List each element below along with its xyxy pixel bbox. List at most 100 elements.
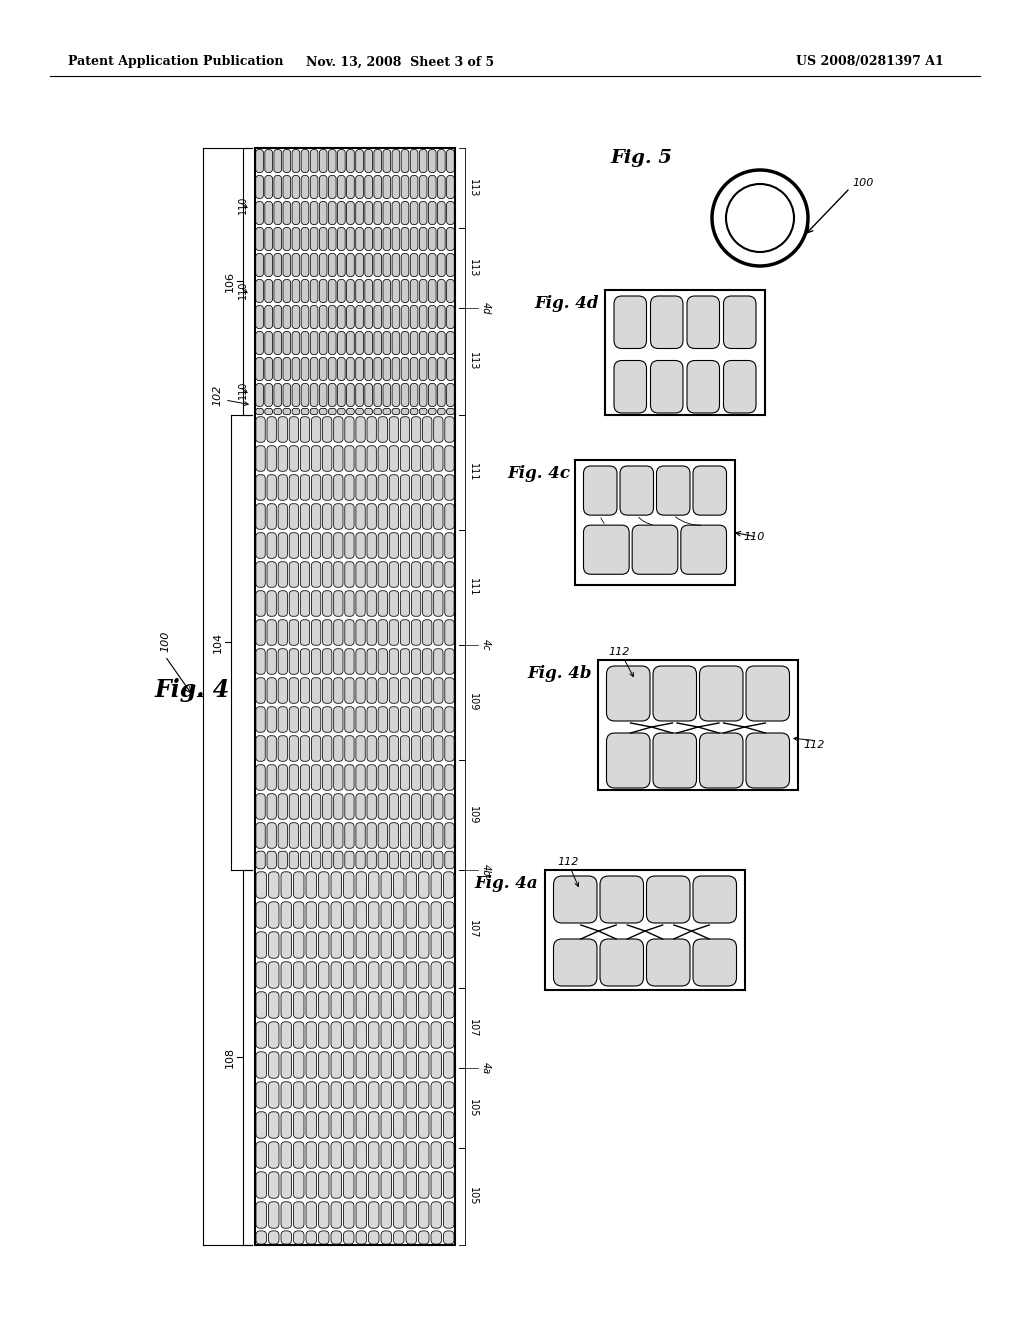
FancyBboxPatch shape (687, 296, 720, 348)
FancyBboxPatch shape (343, 1022, 354, 1048)
FancyBboxPatch shape (365, 149, 373, 173)
FancyBboxPatch shape (365, 253, 373, 276)
Text: 112: 112 (803, 739, 824, 750)
FancyBboxPatch shape (356, 1111, 367, 1138)
FancyBboxPatch shape (393, 962, 404, 989)
FancyBboxPatch shape (444, 591, 454, 616)
FancyBboxPatch shape (411, 280, 418, 302)
FancyBboxPatch shape (383, 227, 390, 251)
FancyBboxPatch shape (265, 227, 272, 251)
FancyBboxPatch shape (434, 417, 443, 442)
FancyBboxPatch shape (378, 822, 387, 849)
FancyBboxPatch shape (268, 902, 279, 928)
FancyBboxPatch shape (256, 1082, 266, 1109)
FancyBboxPatch shape (268, 1111, 279, 1138)
FancyBboxPatch shape (401, 149, 409, 173)
FancyBboxPatch shape (331, 1022, 341, 1048)
FancyBboxPatch shape (283, 384, 291, 407)
FancyBboxPatch shape (356, 591, 366, 616)
FancyBboxPatch shape (420, 280, 427, 302)
Text: 104: 104 (213, 631, 223, 652)
FancyBboxPatch shape (329, 176, 336, 198)
FancyBboxPatch shape (650, 360, 683, 413)
FancyBboxPatch shape (329, 305, 336, 329)
FancyBboxPatch shape (365, 408, 373, 414)
FancyBboxPatch shape (365, 176, 373, 198)
FancyBboxPatch shape (437, 331, 445, 355)
FancyBboxPatch shape (345, 735, 354, 762)
FancyBboxPatch shape (383, 358, 390, 380)
FancyBboxPatch shape (329, 358, 336, 380)
FancyBboxPatch shape (355, 384, 364, 407)
FancyBboxPatch shape (306, 1022, 316, 1048)
FancyBboxPatch shape (389, 533, 398, 558)
FancyBboxPatch shape (393, 1022, 404, 1048)
FancyBboxPatch shape (437, 408, 445, 414)
FancyBboxPatch shape (300, 446, 309, 471)
FancyBboxPatch shape (378, 620, 387, 645)
FancyBboxPatch shape (356, 735, 366, 762)
FancyBboxPatch shape (389, 648, 398, 675)
Text: 107: 107 (468, 920, 478, 939)
FancyBboxPatch shape (446, 202, 455, 224)
FancyBboxPatch shape (318, 1172, 329, 1199)
Text: 112: 112 (557, 857, 579, 867)
FancyBboxPatch shape (428, 305, 436, 329)
FancyBboxPatch shape (318, 1232, 329, 1243)
FancyBboxPatch shape (256, 648, 265, 675)
FancyBboxPatch shape (419, 962, 429, 989)
FancyBboxPatch shape (318, 1022, 329, 1048)
FancyBboxPatch shape (400, 851, 410, 869)
FancyBboxPatch shape (347, 280, 354, 302)
Text: 107: 107 (468, 1019, 478, 1038)
Text: US 2008/0281397 A1: US 2008/0281397 A1 (796, 55, 944, 69)
FancyBboxPatch shape (289, 648, 299, 675)
FancyBboxPatch shape (338, 384, 345, 407)
FancyBboxPatch shape (412, 562, 421, 587)
FancyBboxPatch shape (268, 991, 279, 1018)
FancyBboxPatch shape (431, 932, 441, 958)
FancyBboxPatch shape (355, 227, 364, 251)
FancyBboxPatch shape (323, 475, 332, 500)
FancyBboxPatch shape (256, 871, 266, 898)
FancyBboxPatch shape (256, 408, 263, 414)
FancyBboxPatch shape (256, 562, 265, 587)
FancyBboxPatch shape (338, 149, 345, 173)
FancyBboxPatch shape (294, 1082, 304, 1109)
FancyBboxPatch shape (401, 331, 409, 355)
FancyBboxPatch shape (283, 253, 291, 276)
FancyBboxPatch shape (369, 1111, 379, 1138)
FancyBboxPatch shape (294, 1232, 304, 1243)
FancyBboxPatch shape (294, 962, 304, 989)
FancyBboxPatch shape (345, 417, 354, 442)
FancyBboxPatch shape (281, 932, 292, 958)
FancyBboxPatch shape (289, 417, 299, 442)
Bar (598, 660, 798, 789)
FancyBboxPatch shape (444, 504, 454, 529)
FancyBboxPatch shape (428, 202, 436, 224)
FancyBboxPatch shape (256, 1232, 266, 1243)
FancyBboxPatch shape (331, 1082, 341, 1109)
FancyBboxPatch shape (428, 149, 436, 173)
FancyBboxPatch shape (400, 735, 410, 762)
FancyBboxPatch shape (412, 764, 421, 791)
Bar (575, 459, 735, 585)
FancyBboxPatch shape (383, 408, 390, 414)
Text: 4c: 4c (481, 639, 490, 651)
FancyBboxPatch shape (338, 408, 345, 414)
FancyBboxPatch shape (365, 331, 373, 355)
FancyBboxPatch shape (294, 991, 304, 1018)
FancyBboxPatch shape (365, 202, 373, 224)
FancyBboxPatch shape (292, 176, 300, 198)
FancyBboxPatch shape (301, 227, 309, 251)
FancyBboxPatch shape (356, 932, 367, 958)
FancyBboxPatch shape (268, 1232, 279, 1243)
Text: 110: 110 (743, 532, 764, 543)
FancyBboxPatch shape (273, 202, 282, 224)
FancyBboxPatch shape (383, 305, 390, 329)
FancyBboxPatch shape (401, 408, 409, 414)
FancyBboxPatch shape (292, 202, 300, 224)
FancyBboxPatch shape (355, 305, 364, 329)
FancyBboxPatch shape (412, 620, 421, 645)
FancyBboxPatch shape (369, 1232, 379, 1243)
